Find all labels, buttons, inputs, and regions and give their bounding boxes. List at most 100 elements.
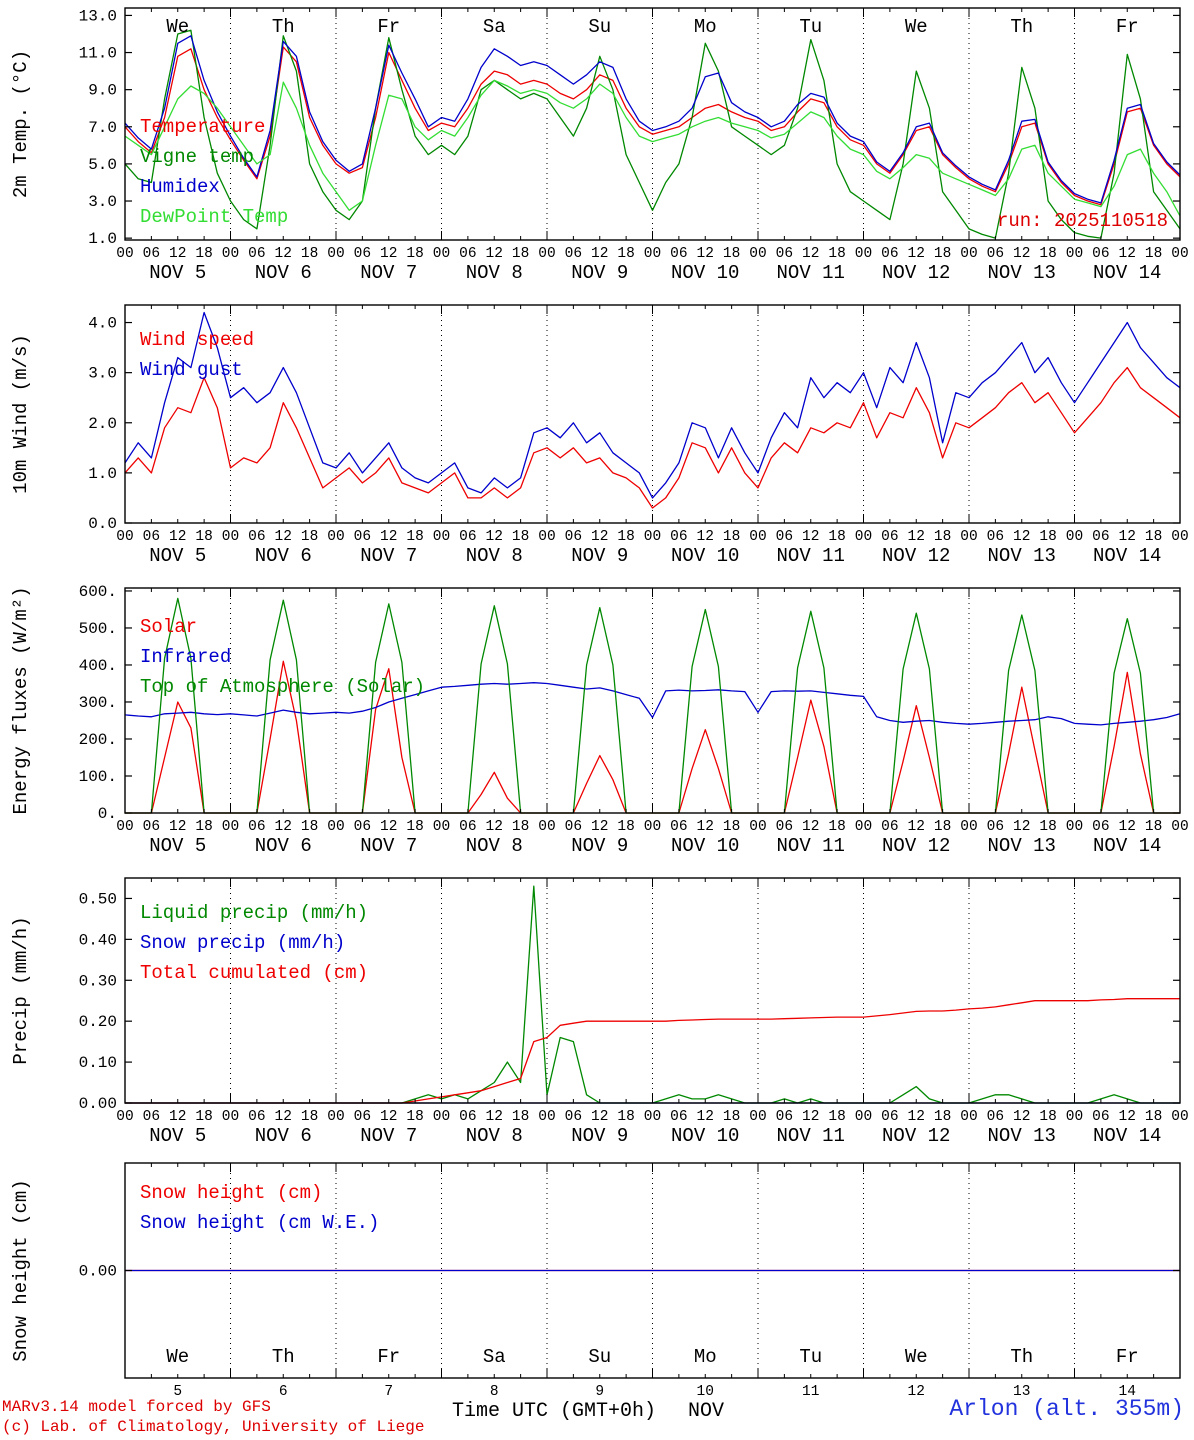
chart-text: 12: [908, 819, 925, 835]
panel-3-axes: 0.00 0.10 0.20 0.30 0.40 0.50: [79, 878, 1181, 1113]
chart-text: NOV 8: [466, 1125, 523, 1147]
chart-text: Tu: [799, 16, 822, 38]
chart-text: NOV 7: [360, 262, 417, 284]
chart-text: NOV 13: [988, 1125, 1056, 1147]
chart-text: 00: [960, 819, 977, 835]
chart-text: 00: [749, 529, 766, 545]
chart-text: 06: [670, 1109, 687, 1125]
chart-text: 06: [354, 1109, 371, 1125]
chart-text: 06: [1092, 1109, 1109, 1125]
chart-text: 12: [486, 529, 503, 545]
panel-4-xlabels: We 5 Th 6 Fr 7 Sa 8 Su 9 Mo 10 Tu 11 We 12 Th 13 Fr 14: [166, 1346, 1138, 1400]
chart-text: 12: [1119, 246, 1136, 262]
chart-text: NOV 8: [466, 545, 523, 567]
chart-text: Fr: [377, 16, 400, 38]
chart-text: 00: [433, 246, 450, 262]
precip-legend: Liquid precip (mm/h) Snow precip (mm/h) …: [140, 898, 368, 988]
chart-text: 06: [881, 529, 898, 545]
chart-text: 06: [354, 819, 371, 835]
chart-text: 12: [275, 529, 292, 545]
chart-text: Sa: [483, 16, 506, 38]
chart-text: 00: [116, 819, 133, 835]
chart-text: 12: [380, 819, 397, 835]
y-axis-title: Energy fluxes (W/m²): [10, 586, 32, 814]
chart-text: 06: [987, 819, 1004, 835]
chart-text: 0.0: [88, 515, 117, 533]
legend-item-infrared: Infrared: [140, 646, 232, 668]
chart-text: 06: [881, 1109, 898, 1125]
panel-0-series: [124, 29, 1181, 239]
chart-text: NOV 14: [1093, 835, 1161, 857]
chart-text: NOV 6: [255, 545, 312, 567]
chart-text: 00: [1066, 1109, 1083, 1125]
legend-item-humidex: Humidex: [140, 176, 220, 198]
chart-text: 18: [723, 529, 740, 545]
chart-text: 00: [222, 1109, 239, 1125]
chart-text: 3.0: [88, 365, 117, 383]
chart-text: 18: [617, 529, 634, 545]
chart-text: 18: [1039, 819, 1056, 835]
chart-text: 18: [723, 246, 740, 262]
chart-text: 06: [459, 1109, 476, 1125]
chart-text: 00: [538, 246, 555, 262]
legend-item-liquid-precip: Liquid precip (mm/h): [140, 902, 369, 924]
chart-text: 12: [380, 1109, 397, 1125]
chart-text: 06: [776, 529, 793, 545]
chart-text: 00: [855, 529, 872, 545]
chart-text: 12: [802, 1109, 819, 1125]
legend-item-wind-gust: Wind gust: [140, 359, 243, 381]
chart-text: 18: [828, 819, 845, 835]
chart-text: 3.0: [88, 193, 117, 211]
chart-text: 00: [116, 1109, 133, 1125]
chart-text: NOV 10: [671, 262, 739, 284]
chart-text: 12: [908, 246, 925, 262]
chart-text: 12: [908, 1109, 925, 1125]
chart-text: NOV 14: [1093, 1125, 1161, 1147]
month-label: NOV: [688, 1400, 725, 1423]
chart-text: 00: [1171, 529, 1188, 545]
chart-text: 400.: [79, 657, 117, 675]
chart-text: 06: [248, 529, 265, 545]
chart-text: 12: [697, 529, 714, 545]
chart-text: 100.: [79, 768, 117, 786]
chart-text: NOV 13: [988, 835, 1056, 857]
chart-text: 06: [1092, 246, 1109, 262]
chart-text: 7.0: [88, 119, 117, 137]
chart-text: 12: [275, 819, 292, 835]
legend-item-wind-speed: Wind speed: [140, 329, 255, 351]
chart-text: 11: [802, 1384, 819, 1400]
panel-0-axes: 1.0 3.0 5.0 7.0 9.0 11.0 13.0: [79, 7, 1181, 248]
chart-text: 00: [855, 819, 872, 835]
chart-text: 06: [1092, 529, 1109, 545]
chart-text: NOV 9: [571, 262, 628, 284]
chart-text: 0.40: [79, 931, 117, 949]
chart-text: 06: [987, 529, 1004, 545]
chart-text: 18: [1039, 1109, 1056, 1125]
chart-text: 06: [248, 246, 265, 262]
chart-text: 4.0: [88, 315, 117, 333]
chart-text: 00: [222, 529, 239, 545]
run-label: run: 2025110518: [996, 210, 1168, 232]
chart-text: NOV 11: [777, 545, 845, 567]
chart-text: 18: [1145, 819, 1162, 835]
chart-text: 06: [459, 529, 476, 545]
chart-text: NOV 6: [255, 835, 312, 857]
series-line: [124, 79, 1181, 217]
chart-text: 1.0: [88, 465, 117, 483]
wind-legend: Wind speed Wind gust: [140, 325, 254, 385]
chart-text: 18: [1039, 246, 1056, 262]
chart-text: 12: [380, 246, 397, 262]
panel-2-xlabels: 00 06 12 18 00 06 12 18 00 06 12 18 00 06 12 18 00 06 12 18…: [116, 819, 1188, 857]
chart-text: 18: [934, 529, 951, 545]
chart-text: 00: [327, 1109, 344, 1125]
station-label: Arlon (alt. 355m): [949, 1396, 1184, 1422]
chart-text: 06: [776, 1109, 793, 1125]
chart-text: 00: [433, 529, 450, 545]
chart-text: 300.: [79, 694, 117, 712]
chart-text: NOV 13: [988, 262, 1056, 284]
chart-text: 12: [697, 819, 714, 835]
chart-text: 9.0: [88, 82, 117, 100]
panel-1-series: [124, 311, 1181, 509]
chart-text: Fr: [1116, 16, 1139, 38]
chart-text: NOV 5: [149, 835, 206, 857]
